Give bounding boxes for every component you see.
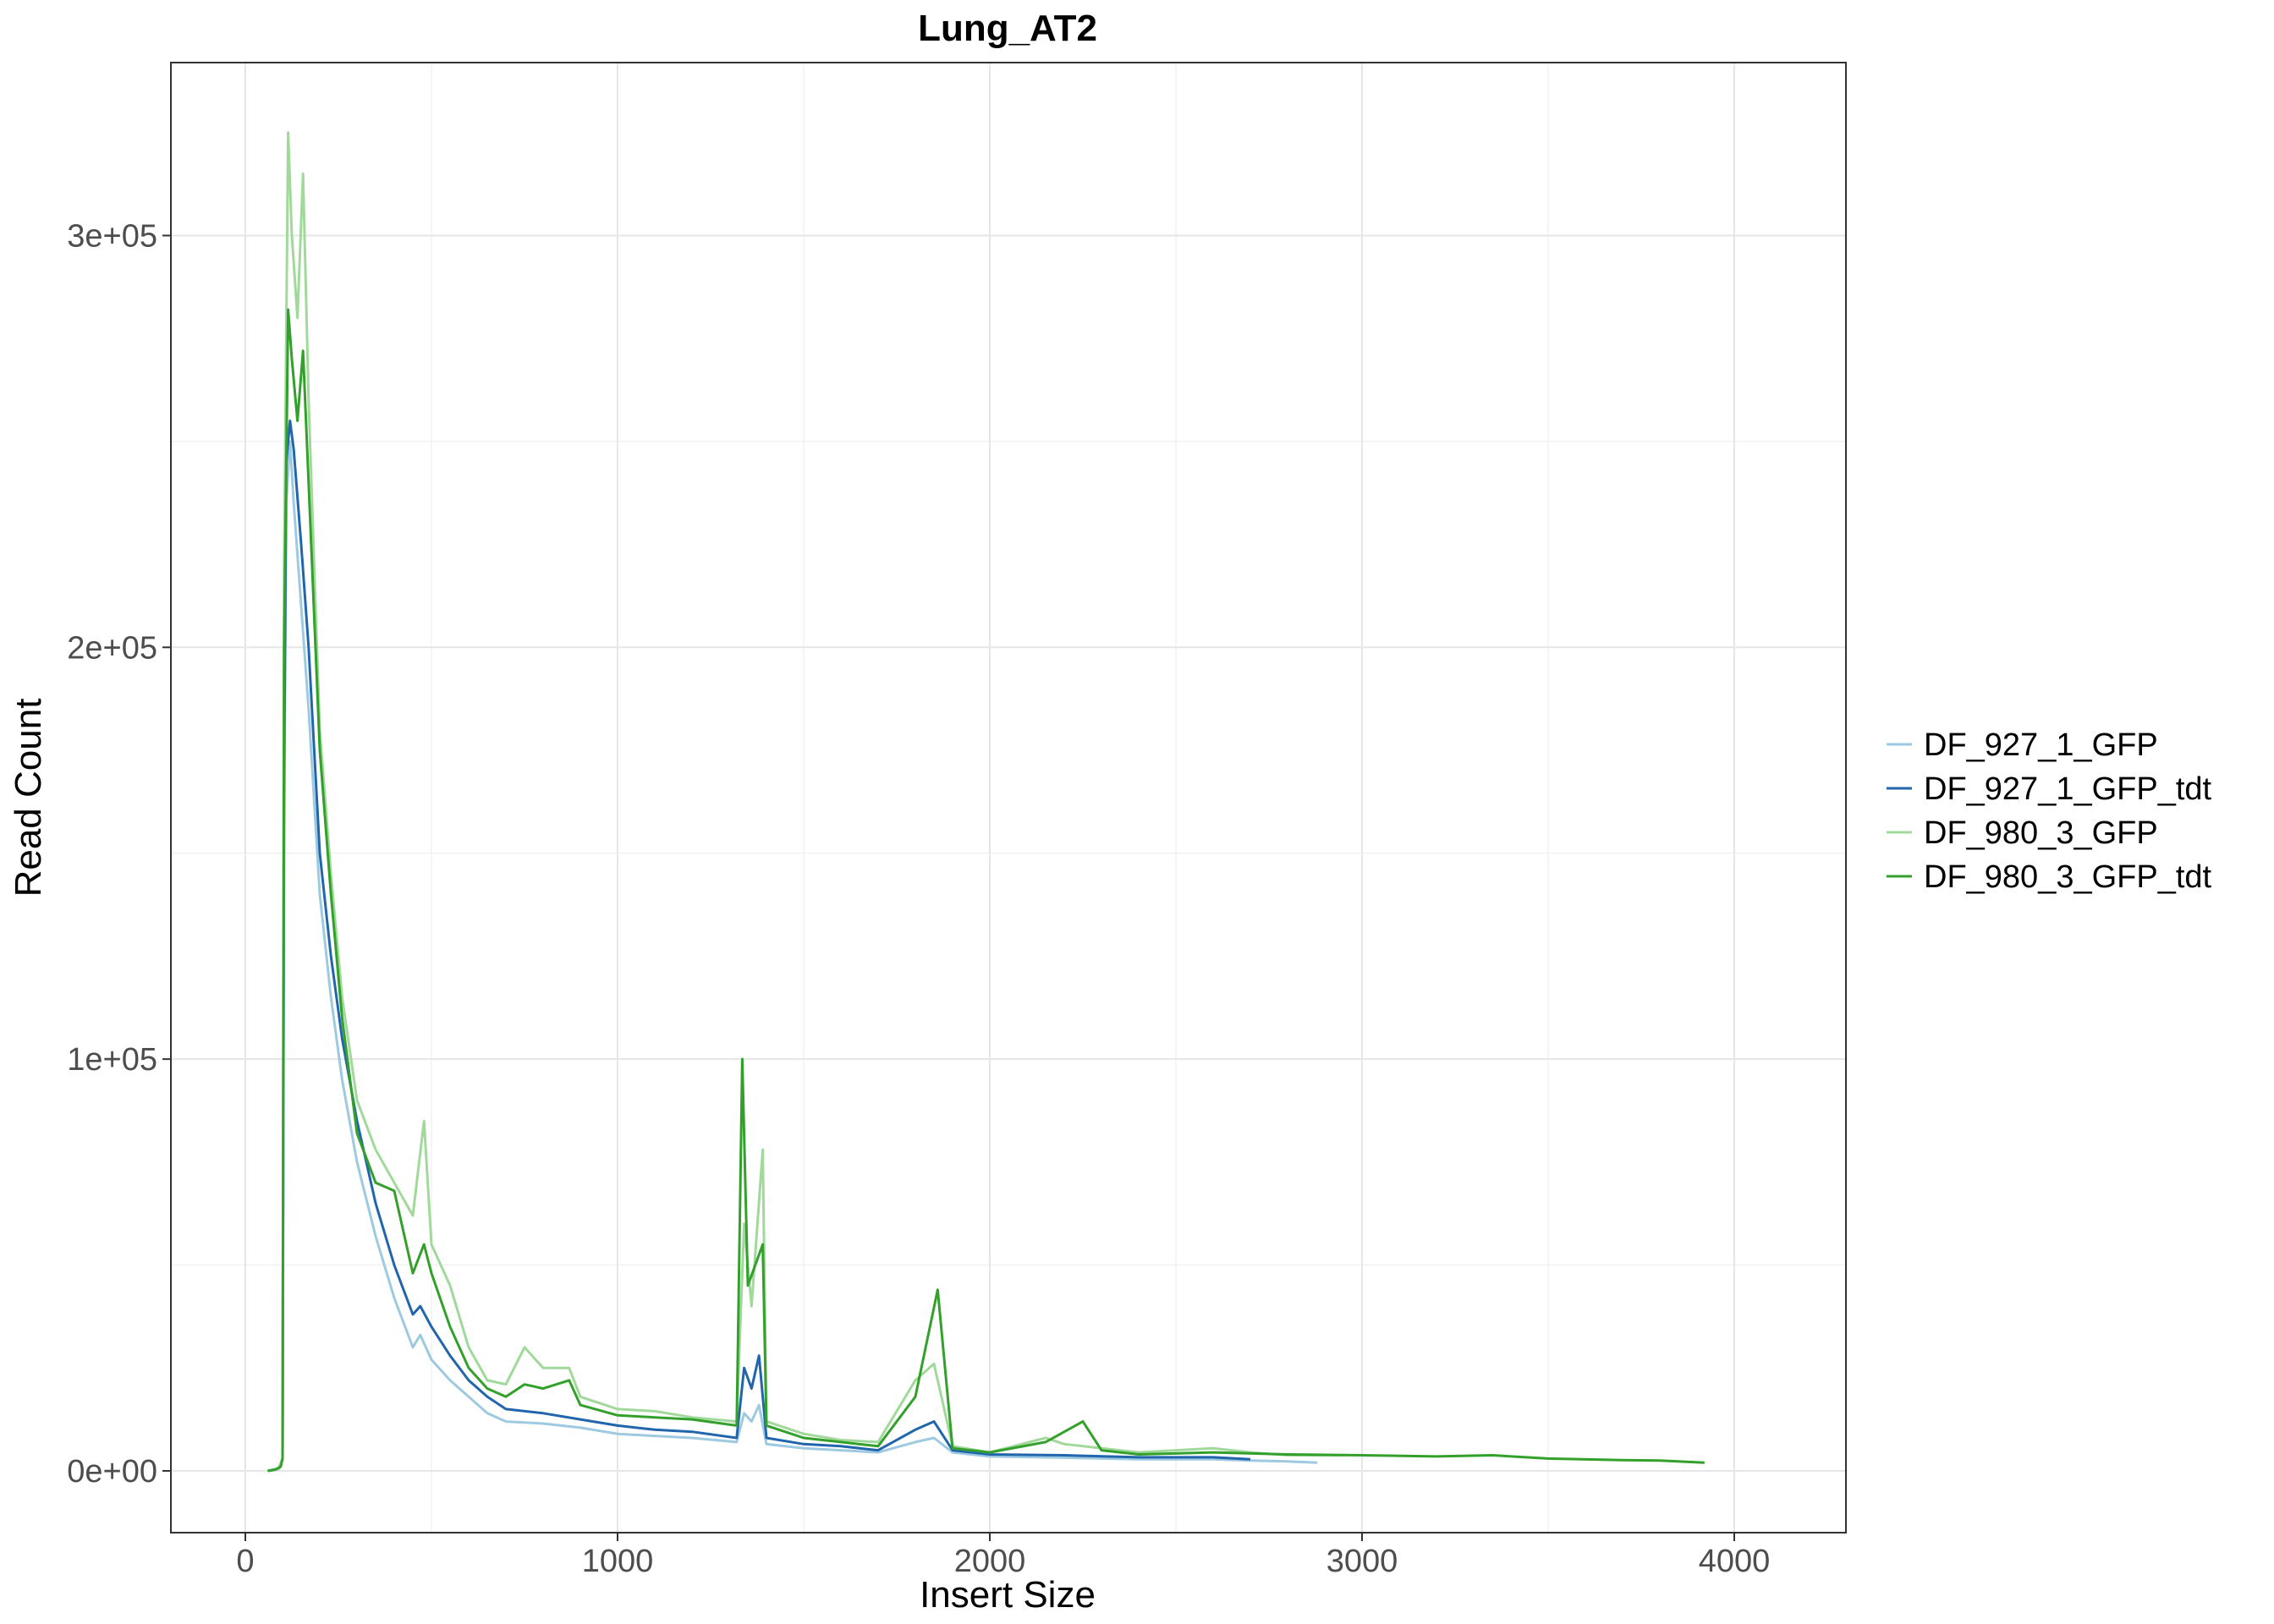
legend: DF_927_1_GFP DF_927_1_GFP_tdt DF_980_3_GFP… [1887,727,2212,895]
legend-label: DF_927_1_GFP [1924,727,2158,763]
chart-title: Lung_AT2 [918,8,1097,49]
series-line-DF_927_1_GFP [267,440,1318,1473]
legend-label: DF_927_1_GFP_tdt [1924,771,2212,807]
y-axis: 0e+00 1e+05 2e+05 3e+05 [67,218,171,1490]
y-tick-label: 1e+05 [67,1042,157,1078]
x-tick-label: 3000 [1326,1544,1398,1579]
x-tick-label: 4000 [1699,1544,1771,1579]
series-line-DF_980_3_GFP [267,131,1343,1473]
series-layer [267,131,1705,1473]
legend-label: DF_980_3_GFP_tdt [1924,859,2212,895]
plot-border [170,62,1847,1533]
legend-label: DF_980_3_GFP [1924,815,2158,851]
series-line-DF_980_3_GFP_tdt [267,308,1705,1473]
x-tick-label: 2000 [954,1544,1026,1579]
y-tick-label: 0e+00 [67,1454,157,1490]
x-axis: 0 1000 2000 3000 4000 [236,1533,1770,1579]
y-tick-label: 2e+05 [67,630,157,666]
series-line-DF_927_1_GFP_tdt [267,420,1251,1473]
x-tick-label: 1000 [582,1544,654,1579]
x-axis-title: Insert Size [920,1574,1096,1616]
x-tick-label: 0 [236,1544,254,1579]
y-axis-title: Read Count [8,699,49,897]
grid-lines [171,63,1846,1533]
y-tick-label: 3e+05 [67,218,157,254]
